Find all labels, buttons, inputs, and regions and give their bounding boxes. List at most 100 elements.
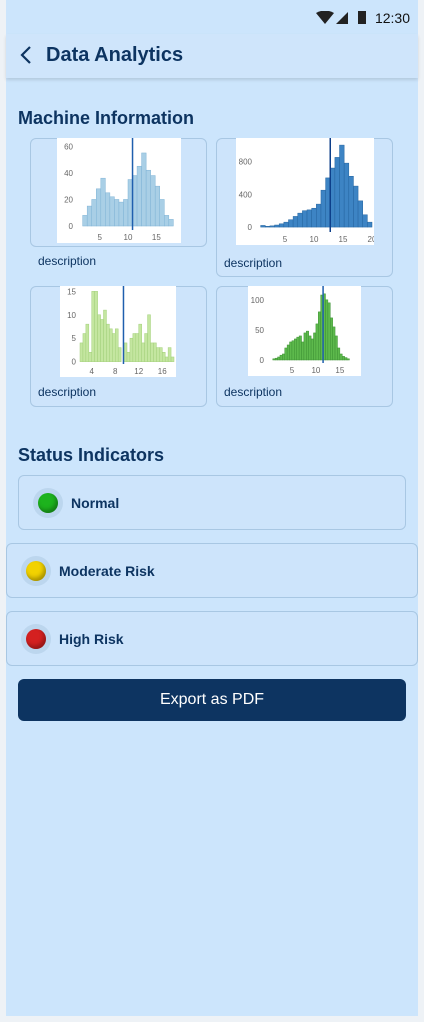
bar	[310, 338, 314, 361]
bar	[147, 314, 151, 362]
status-item: High Risk	[6, 611, 418, 666]
bar	[168, 219, 174, 227]
bar	[85, 323, 90, 362]
bar	[109, 196, 115, 227]
status-icon-halo	[21, 556, 51, 586]
bar	[327, 302, 331, 361]
histogram: 0 50 100 5 10 15	[248, 286, 361, 376]
histogram: 0 20 40 60 5 10 15	[57, 138, 181, 243]
bar	[141, 152, 147, 227]
bar	[156, 347, 160, 362]
bar	[86, 205, 92, 227]
bar	[167, 347, 172, 362]
bar	[286, 344, 290, 361]
status-icon	[38, 493, 58, 513]
histogram: 0 400 800 5 10 15 20	[236, 138, 374, 245]
status-label: Normal	[71, 495, 120, 511]
chart-description: description	[38, 254, 97, 268]
export-button[interactable]: Export as PDF	[18, 679, 406, 721]
bar	[132, 333, 137, 362]
bar	[154, 185, 160, 227]
bar	[278, 223, 285, 228]
bar	[141, 342, 145, 362]
bar	[91, 291, 95, 362]
bar	[100, 319, 104, 362]
bar	[150, 342, 154, 362]
bar	[367, 221, 373, 228]
x-tick-label: 20	[368, 235, 374, 244]
bar	[282, 353, 286, 361]
y-tick-label: 0	[248, 223, 253, 232]
bar	[301, 341, 305, 361]
bar	[303, 332, 307, 361]
bar	[105, 192, 111, 227]
x-tick-label: 5	[97, 233, 102, 242]
bar	[313, 332, 317, 361]
bar	[298, 335, 302, 361]
bar	[339, 353, 343, 361]
chart-description: description	[224, 385, 283, 399]
bar	[114, 199, 120, 227]
bar	[144, 333, 148, 362]
bar	[297, 212, 303, 228]
y-tick-label: 60	[64, 142, 73, 151]
x-tick-label: 5	[290, 366, 295, 375]
status-bar: 12:30	[6, 0, 418, 34]
x-tick-label: 15	[339, 235, 348, 244]
bar	[123, 342, 128, 362]
bar	[339, 144, 345, 228]
bar	[315, 323, 319, 361]
bar	[82, 215, 88, 227]
bar	[159, 199, 165, 227]
x-tick-label: 10	[311, 366, 320, 375]
y-tick-label: 400	[239, 190, 253, 199]
section-title: Status Indicators	[18, 445, 165, 465]
bar	[79, 342, 84, 362]
bar	[343, 162, 350, 228]
header: Data Analytics	[6, 34, 418, 78]
bar	[296, 336, 300, 361]
status-item: Moderate Risk	[6, 543, 418, 598]
y-tick-label: 0	[69, 222, 74, 231]
bar	[334, 157, 340, 228]
bar	[306, 330, 309, 361]
x-tick-label: 4	[90, 367, 95, 376]
bar	[118, 201, 124, 227]
x-tick-label: 10	[310, 235, 319, 244]
bar	[362, 214, 368, 228]
bar	[162, 352, 166, 362]
section-title: Machine Information	[18, 108, 195, 128]
y-tick-label: 10	[67, 311, 76, 320]
bar	[330, 317, 333, 361]
bar	[269, 225, 275, 228]
bar	[164, 215, 170, 227]
bar	[306, 209, 312, 228]
bar	[159, 347, 163, 362]
bar	[97, 314, 101, 362]
bar	[164, 356, 169, 362]
bar	[265, 226, 271, 228]
time: 12:30	[374, 10, 410, 26]
y-tick-label: 15	[67, 287, 76, 296]
status-icon	[26, 561, 46, 581]
status-icons	[316, 11, 366, 24]
y-tick-label: 100	[251, 296, 265, 305]
bar	[153, 342, 157, 362]
bar	[337, 347, 341, 361]
bar	[320, 189, 326, 228]
x-tick-label: 5	[283, 235, 288, 244]
bar	[341, 356, 345, 361]
bar	[100, 177, 106, 227]
bar	[103, 309, 107, 362]
back-button[interactable]	[18, 45, 34, 65]
x-tick-label: 15	[335, 366, 344, 375]
bar	[284, 347, 288, 361]
bar	[115, 328, 119, 362]
bar	[325, 299, 329, 361]
status-icon-halo	[33, 488, 63, 518]
bar	[288, 219, 294, 228]
bar	[283, 221, 289, 228]
bar	[82, 333, 87, 362]
bar	[112, 333, 116, 362]
bar	[145, 169, 151, 227]
